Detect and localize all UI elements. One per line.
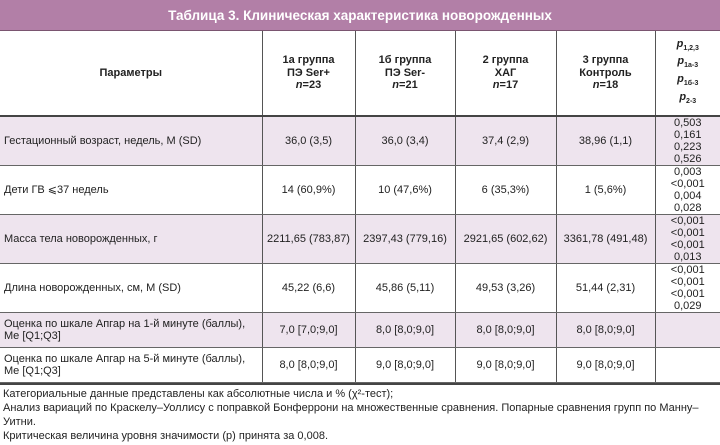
value-cell: 9,0 [8,0;9,0] — [355, 347, 456, 383]
p-value-cell: <0,001 <0,001 <0,001 0,029 — [655, 263, 720, 313]
value-cell: 37,4 (2,9) — [455, 116, 557, 166]
value-cell: 38,96 (1,1) — [556, 116, 656, 166]
value-cell: 9,0 [8,0;9,0] — [455, 347, 557, 383]
header-row: Параметры 1а группа ПЭ Ser+ n=23 1б группа… — [0, 31, 720, 117]
footnote: Категориальные данные представлены как а… — [3, 388, 394, 400]
table-row: Длина новорожденных, см, M (SD) 45,22 (6,… — [0, 263, 720, 313]
value-cell: 8,0 [8,0;9,0] — [556, 312, 656, 348]
param-cell: Дети ГВ ⩽37 недель — [0, 165, 263, 215]
p-value-cell — [655, 347, 720, 383]
table-row: Оценка по шкале Апгар на 1-й минуте (бал… — [0, 312, 720, 348]
p-value-cell: 0,503 0,161 0,223 0,526 — [655, 116, 720, 166]
table-row: Оценка по шкале Апгар на 5-й минуте (бал… — [0, 347, 720, 383]
p-value-cell: <0,001 <0,001 <0,001 0,013 — [655, 214, 720, 264]
value-cell: 14 (60,9%) — [262, 165, 356, 215]
header-group: 1б группа ПЭ Ser-n=21 — [355, 31, 456, 117]
footnotes: Категориальные данные представлены как а… — [0, 383, 720, 445]
value-cell: 45,86 (5,11) — [355, 263, 456, 313]
table-row: Дети ГВ ⩽37 недель 14 (60,9%) 10 (47,6%) 6 … — [0, 165, 720, 215]
header-group: 1а группа ПЭ Ser+ n=23 — [262, 31, 356, 117]
value-cell: 8,0 [8,0;9,0] — [455, 312, 557, 348]
footnote: Анализ вариаций по Краскелу–Уоллису с по… — [3, 402, 699, 428]
param-cell: Длина новорожденных, см, M (SD) — [0, 263, 263, 313]
p-value-cell — [655, 312, 720, 348]
value-cell: 8,0 [8,0;9,0] — [355, 312, 456, 348]
value-cell: 6 (35,3%) — [455, 165, 557, 215]
p-value-cell: 0,003 <0,001 0,004 0,028 — [655, 165, 720, 215]
header-param: Параметры — [0, 31, 263, 117]
value-cell: 49,53 (3,26) — [455, 263, 557, 313]
table-title: Таблица 3. Клиническая характеристика но… — [0, 0, 720, 31]
param-cell: Гестационный возраст, недель, M (SD) — [0, 116, 263, 166]
param-cell: Масса тела новорожденных, г — [0, 214, 263, 264]
value-cell: 9,0 [8,0;9,0] — [556, 347, 656, 383]
param-cell: Оценка по шкале Апгар на 5-й минуте (бал… — [0, 347, 263, 383]
header-group: 2 группа ХАГ n=17 — [455, 31, 557, 117]
value-cell: 1 (5,6%) — [556, 165, 656, 215]
table-row: Гестационный возраст, недель, M (SD) 36,0… — [0, 116, 720, 166]
value-cell: 2921,65 (602,62) — [455, 214, 557, 264]
param-cell: Оценка по шкале Апгар на 1-й минуте (бал… — [0, 312, 263, 348]
value-cell: 8,0 [8,0;9,0] — [262, 347, 356, 383]
value-cell: 7,0 [7,0;9,0] — [262, 312, 356, 348]
value-cell: 36,0 (3,5) — [262, 116, 356, 166]
header-group: 3 группа Контроль n=18 — [556, 31, 656, 117]
value-cell: 10 (47,6%) — [355, 165, 456, 215]
value-cell: 2397,43 (779,16) — [355, 214, 456, 264]
value-cell: 51,44 (2,31) — [556, 263, 656, 313]
value-cell: 2211,65 (783,87) — [262, 214, 356, 264]
footnote: Критическая величина уровня значимости (… — [3, 430, 329, 442]
table-row: Масса тела новорожденных, г 2211,65 (783,… — [0, 214, 720, 264]
value-cell: 45,22 (6,6) — [262, 263, 356, 313]
header-p: p1,2,3 p1а-3 p1б-3 p2-3 — [655, 31, 720, 117]
data-table: Параметры 1а группа ПЭ Ser+ n=23 1б группа… — [0, 31, 720, 383]
value-cell: 3361,78 (491,48) — [556, 214, 656, 264]
value-cell: 36,0 (3,4) — [355, 116, 456, 166]
